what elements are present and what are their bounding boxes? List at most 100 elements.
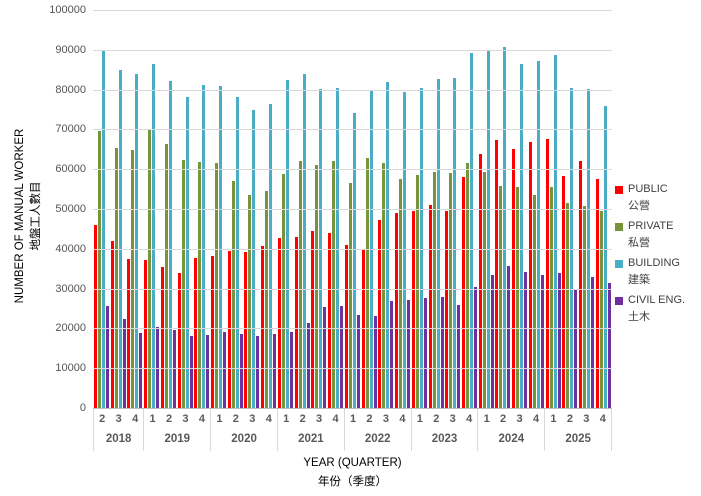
year-label-2018: 2018 <box>105 433 132 445</box>
quarter-label-2020q1: 1 <box>216 413 223 425</box>
quarter-label-2021q2: 2 <box>299 413 306 425</box>
y-tick-label: 10000 <box>55 362 86 374</box>
bar-public-2024Q4 <box>528 142 532 408</box>
bar-group-2018Q4 <box>126 10 143 408</box>
bar-private-2024Q1 <box>482 172 486 408</box>
bar-civil-eng-2021Q1 <box>289 332 293 408</box>
bar-group-2019Q1 <box>143 10 160 408</box>
bar-public-2018Q2 <box>93 225 97 408</box>
bar-civil-eng-2025Q4 <box>607 283 611 408</box>
bar-public-2024Q1 <box>478 154 482 408</box>
bar-group-2025Q4 <box>595 10 612 408</box>
bar-public-2023Q1 <box>411 211 415 408</box>
bar-civil-eng-2024Q2 <box>507 266 511 408</box>
bar-civil-eng-2018Q3 <box>122 319 126 408</box>
bar-building-2024Q3 <box>520 64 524 408</box>
bar-building-2022Q1 <box>352 113 356 408</box>
bar-building-2022Q3 <box>386 82 390 408</box>
bar-building-2024Q2 <box>503 47 507 408</box>
year-block-2022: 1 2 3 4 2022 <box>343 409 411 451</box>
legend-label-private-zh: 私營 <box>628 237 650 249</box>
bar-public-2020Q2 <box>227 251 231 408</box>
bar-group-2022Q4 <box>394 10 411 408</box>
bar-public-2020Q4 <box>261 246 265 408</box>
year-block-2020: 1 2 3 4 2020 <box>210 409 277 451</box>
quarter-label-2020q2: 2 <box>232 413 239 425</box>
y-tick-label: 30000 <box>55 283 86 295</box>
bar-public-2024Q2 <box>495 140 499 408</box>
quarter-label-2021q3: 3 <box>316 413 323 425</box>
y-tick-label: 90000 <box>55 44 86 56</box>
bar-public-2018Q4 <box>127 259 131 408</box>
bar-civil-eng-2018Q4 <box>139 333 143 408</box>
quarter-label-2025q2: 2 <box>566 413 573 425</box>
bar-private-2019Q2 <box>164 144 168 408</box>
bar-building-2018Q2 <box>101 50 105 408</box>
bar-civil-eng-2020Q3 <box>256 336 260 408</box>
bar-building-2020Q2 <box>235 97 239 408</box>
bar-building-2018Q4 <box>135 74 139 408</box>
legend-label-private: PRIVATE <box>628 220 674 232</box>
gridline <box>93 368 612 369</box>
bar-public-2023Q3 <box>445 211 449 408</box>
bar-private-2019Q1 <box>148 130 152 408</box>
bar-civil-eng-2023Q4 <box>474 287 478 408</box>
legend-swatch-civil-eng-icon <box>615 296 623 305</box>
bar-group-2021Q1 <box>277 10 294 408</box>
quarter-label-2022q3: 3 <box>382 413 389 425</box>
year-block-2019: 1 2 3 4 2019 <box>143 409 210 451</box>
bar-building-2023Q1 <box>419 88 423 408</box>
bar-private-2020Q2 <box>231 181 235 408</box>
y-tick-label: 80000 <box>55 84 86 96</box>
bar-private-2018Q2 <box>97 131 101 408</box>
bar-building-2025Q4 <box>603 106 607 408</box>
y-tick-label: 70000 <box>55 123 86 135</box>
y-tick-label: 20000 <box>55 322 86 334</box>
legend-swatch-public-icon <box>615 185 623 194</box>
year-block-2023: 1 2 3 4 2023 <box>410 409 478 451</box>
bar-civil-eng-2021Q2 <box>306 323 310 408</box>
bar-civil-eng-2020Q2 <box>239 334 243 408</box>
gridline <box>93 90 612 91</box>
bar-group-2019Q4 <box>193 10 210 408</box>
bar-private-2023Q2 <box>432 172 436 408</box>
bar-civil-eng-2024Q1 <box>490 275 494 408</box>
y-tick-label: 60000 <box>55 163 86 175</box>
quarter-label-2022q4: 4 <box>399 413 406 425</box>
gridline <box>93 50 612 51</box>
bar-public-2019Q1 <box>144 260 148 408</box>
y-tick-label: 100000 <box>49 4 86 16</box>
bar-public-2023Q4 <box>462 177 466 408</box>
legend: PUBLIC 公營 PRIVATE 私營 BUILDING 建築 CIVIL E… <box>615 181 701 329</box>
bar-civil-eng-2019Q2 <box>172 330 176 408</box>
bar-civil-eng-2022Q2 <box>373 316 377 408</box>
bar-civil-eng-2018Q2 <box>105 306 109 408</box>
bar-private-2020Q3 <box>248 195 252 408</box>
bar-building-2024Q4 <box>536 61 540 408</box>
quarter-label-2022q1: 1 <box>349 413 357 425</box>
bar-private-2025Q1 <box>549 187 553 408</box>
bar-building-2025Q3 <box>587 89 591 408</box>
bar-group-2023Q2 <box>428 10 445 408</box>
year-label-2024: 2024 <box>498 433 525 445</box>
bar-civil-eng-2023Q2 <box>440 297 444 408</box>
quarter-label-2020q4: 4 <box>265 413 272 425</box>
bar-public-2024Q3 <box>512 149 516 408</box>
bar-civil-eng-2021Q4 <box>340 306 344 408</box>
bar-building-2022Q4 <box>403 92 407 408</box>
bar-private-2024Q3 <box>516 187 520 408</box>
bar-group-2021Q2 <box>294 10 311 408</box>
y-tick-label: 0 <box>79 402 86 414</box>
bar-public-2022Q3 <box>378 220 382 408</box>
bar-group-2021Q4 <box>327 10 344 408</box>
bar-civil-eng-2025Q2 <box>574 290 578 408</box>
bar-civil-eng-2019Q3 <box>189 336 193 408</box>
y-tick-label: 50000 <box>55 203 86 215</box>
bar-building-2023Q4 <box>470 53 474 408</box>
year-block-2021: 1 2 3 4 2021 <box>276 409 344 451</box>
bar-private-2021Q2 <box>298 161 302 408</box>
bar-public-2023Q2 <box>428 205 432 408</box>
year-label-2023: 2023 <box>431 433 458 445</box>
bar-group-2025Q2 <box>562 10 579 408</box>
bar-civil-eng-2023Q3 <box>457 305 461 408</box>
